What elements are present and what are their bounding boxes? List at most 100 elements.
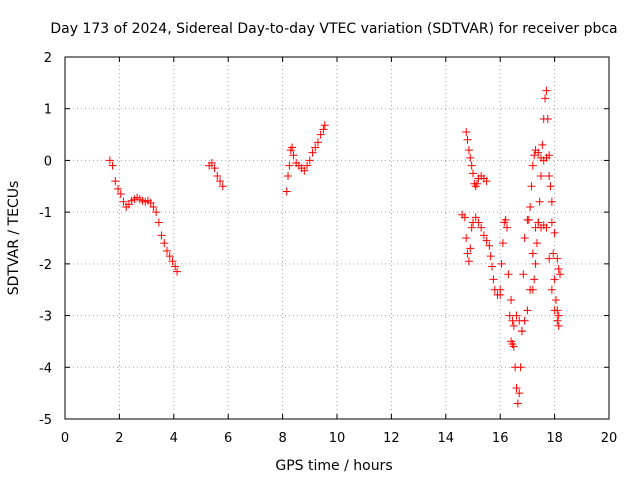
x-tick-label: 20	[601, 431, 618, 446]
data-point	[512, 383, 521, 392]
y-tick-label: 2	[44, 51, 52, 66]
series-arc4	[458, 210, 477, 266]
y-tick-label: -5	[39, 413, 52, 428]
y-tick-label: -3	[39, 310, 52, 325]
data-point	[313, 138, 322, 147]
y-tick-label: -1	[39, 206, 52, 221]
data-point	[554, 321, 563, 330]
data-point	[460, 213, 469, 222]
data-point	[515, 389, 524, 398]
data-point	[319, 125, 328, 134]
data-point	[496, 285, 505, 294]
x-tick-label: 16	[492, 431, 509, 446]
data-point	[530, 151, 539, 160]
data-point	[553, 306, 562, 315]
x-tick-label: 0	[61, 431, 69, 446]
data-point	[467, 161, 476, 170]
x-tick-label: 6	[224, 431, 232, 446]
data-point	[505, 311, 514, 320]
data-point	[504, 270, 513, 279]
data-point	[545, 254, 554, 263]
data-point	[114, 184, 123, 193]
data-point	[462, 127, 471, 136]
data-point	[284, 171, 293, 180]
data-point	[119, 197, 128, 206]
data-point	[530, 275, 539, 284]
data-point	[509, 321, 518, 330]
data-point	[551, 296, 560, 305]
data-point	[526, 202, 535, 211]
data-point	[512, 311, 521, 320]
data-point	[531, 259, 540, 268]
chart-title: Day 173 of 2024, Sidereal Day-to-day VTE…	[50, 21, 617, 37]
data-point	[152, 208, 161, 217]
data-point	[550, 228, 559, 237]
y-axis-label: SDTVAR / TECUs	[6, 181, 22, 296]
data-point	[289, 151, 298, 160]
series-arc8	[507, 146, 565, 408]
data-point	[535, 197, 544, 206]
data-point	[534, 148, 543, 157]
data-point	[528, 285, 537, 294]
series-arc6	[471, 213, 505, 299]
data-point	[479, 231, 488, 240]
series-arc9	[528, 86, 563, 320]
data-point	[486, 252, 495, 261]
data-point	[471, 213, 480, 222]
data-point	[466, 153, 475, 162]
data-point	[537, 171, 545, 180]
data-point	[503, 223, 511, 232]
data-point	[550, 275, 559, 284]
plot-frame	[64, 56, 610, 420]
data-point	[498, 239, 507, 248]
data-point	[524, 215, 533, 224]
data-point	[501, 215, 510, 224]
data-point	[546, 182, 555, 191]
y-tick-label: -2	[39, 258, 52, 273]
data-point	[210, 164, 219, 173]
data-point	[528, 161, 537, 170]
y-tick-label: -4	[39, 361, 52, 376]
data-points	[105, 86, 565, 408]
series-arc3	[282, 121, 329, 196]
data-point	[545, 171, 554, 180]
x-tick-label: 4	[170, 431, 178, 446]
x-tick-label: 14	[438, 431, 455, 446]
data-point	[285, 161, 294, 170]
data-point	[320, 121, 329, 130]
data-point	[534, 218, 543, 227]
x-tick-label: 8	[278, 431, 286, 446]
data-point	[463, 135, 472, 144]
data-point	[554, 311, 563, 320]
data-point	[473, 179, 482, 188]
data-point	[523, 306, 532, 315]
grid	[65, 57, 609, 419]
x-tick-label: 12	[383, 431, 400, 446]
data-point	[305, 156, 314, 165]
data-point	[513, 399, 522, 408]
data-point	[553, 254, 562, 263]
data-point	[556, 270, 565, 279]
x-tick-label: 18	[546, 431, 563, 446]
data-point	[541, 94, 550, 103]
data-point	[482, 236, 491, 245]
x-tick-label: 10	[329, 431, 346, 446]
series-arc7	[496, 215, 563, 349]
data-point	[545, 151, 554, 160]
data-point	[549, 249, 558, 258]
data-point	[547, 285, 556, 294]
data-point	[462, 234, 471, 242]
data-point	[216, 177, 225, 186]
data-point	[168, 257, 177, 266]
data-point	[160, 239, 169, 248]
data-point	[527, 182, 536, 191]
data-point	[149, 202, 158, 211]
data-point	[300, 166, 309, 175]
series-arc5	[462, 127, 491, 191]
data-point	[105, 156, 114, 165]
data-point	[474, 218, 483, 227]
data-point	[108, 161, 117, 170]
data-point	[553, 316, 562, 325]
data-point	[146, 198, 155, 207]
